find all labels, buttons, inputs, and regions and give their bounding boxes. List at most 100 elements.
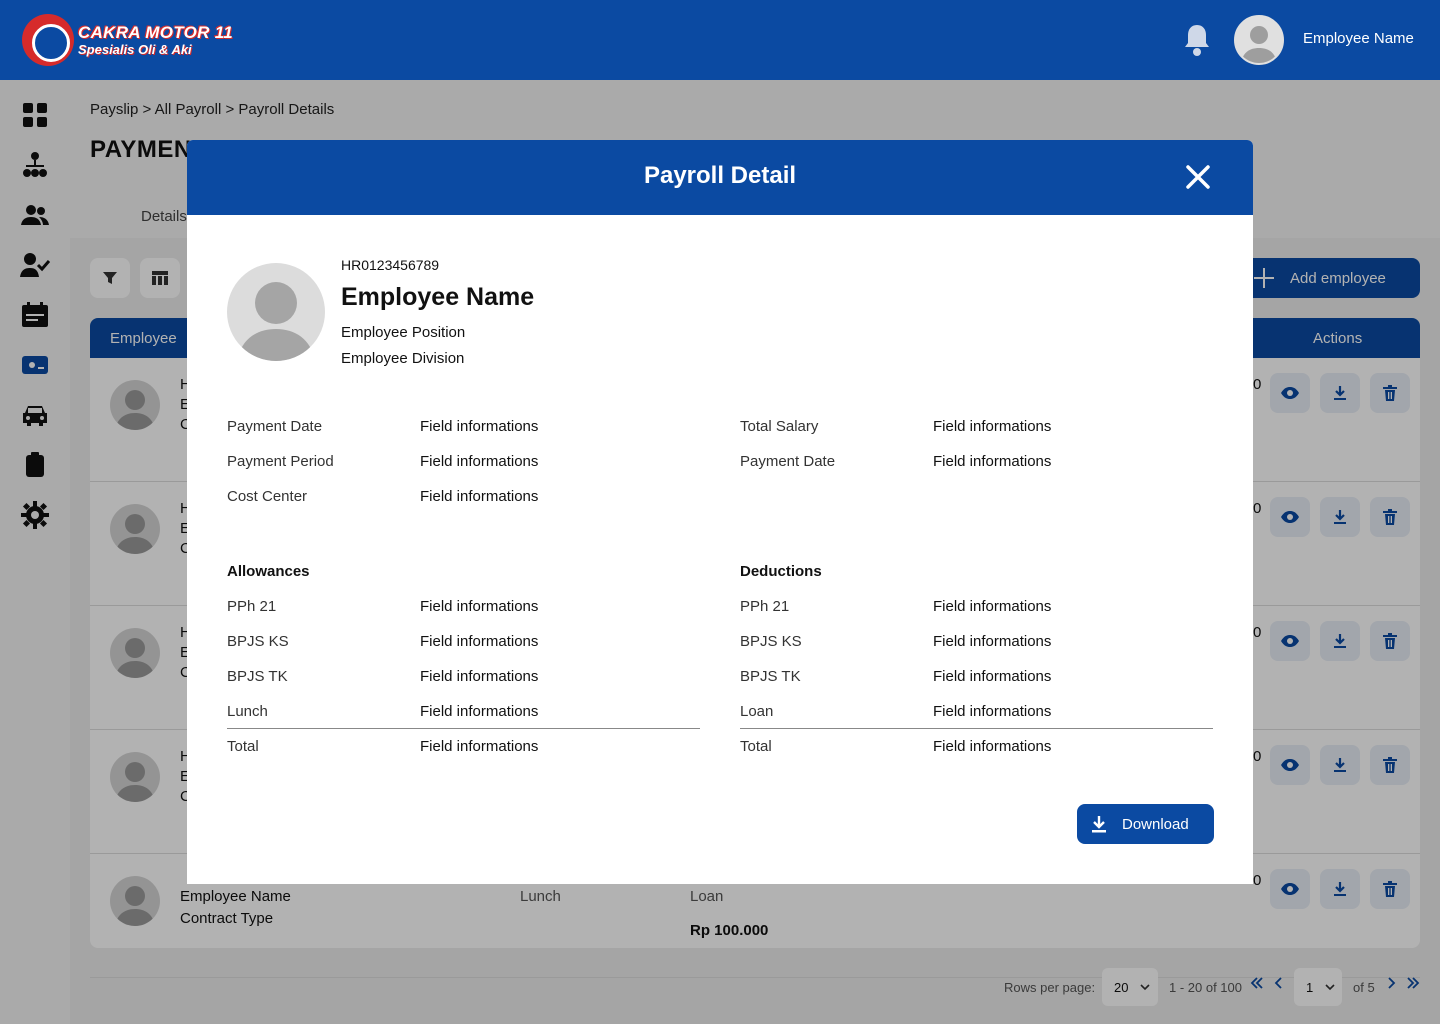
organization-icon[interactable] [20,150,50,180]
row-text: H [180,376,191,393]
delete-button[interactable] [1370,869,1410,909]
header-user-name[interactable]: Employee Name [1303,30,1414,47]
row-text: C [180,540,191,557]
user-avatar[interactable] [1234,15,1284,65]
chevron-down-icon [1140,984,1151,991]
info-value: Field informations [420,453,539,470]
row-cell: 0 [1253,500,1262,517]
column-employee[interactable]: Employee [110,330,177,347]
deduction-value: Field informations [933,633,1052,650]
brand-logo[interactable]: CAKRA MOTOR 11 Spesialis Oli & Aki [22,14,233,66]
row-cell: 0 [1253,624,1262,641]
allowance-value: Field informations [420,668,539,685]
eye-icon [1281,635,1299,647]
allowance-value: Field informations [420,703,539,720]
eye-icon [1281,759,1299,771]
employee-position: Employee Position [341,324,466,341]
row-text: H [180,748,191,765]
deduction-value: Field informations [933,668,1052,685]
settings-icon[interactable] [20,500,50,530]
deductions-total-value: Field informations [933,738,1052,755]
delete-button[interactable] [1370,373,1410,413]
download-label: Download [1122,815,1189,833]
allowances-divider [227,728,700,729]
table-row[interactable]: Employee Name Contract Type Lunch Loan Rp 10… [90,854,1420,978]
download-row-button[interactable] [1320,745,1360,785]
brand-subtitle: Spesialis Oli & Aki [78,42,192,57]
view-button[interactable] [1270,373,1310,413]
download-row-button[interactable] [1320,497,1360,537]
allowance-value: Field informations [420,598,539,615]
dashboard-icon[interactable] [20,100,50,130]
chevron-down-icon [1325,984,1335,991]
column-actions: Actions [1313,330,1363,347]
tab-details[interactable]: Details [141,208,187,225]
row-text: C [180,788,191,805]
deductions-divider [740,728,1213,729]
first-page-icon[interactable] [1250,976,1264,993]
row-avatar [110,752,160,802]
allowance-value: Field informations [420,633,539,650]
clipboard-icon[interactable] [20,450,50,480]
deduction-label: BPJS TK [740,668,801,685]
trash-icon [1383,633,1397,649]
columns-button[interactable] [140,258,180,298]
filter-icon [103,272,117,284]
delete-button[interactable] [1370,497,1410,537]
row-cell: 0 [1253,872,1262,889]
page-range: 1 - 20 of 100 [1169,980,1242,995]
payroll-icon[interactable] [20,350,50,380]
calendar-icon[interactable] [20,300,50,330]
download-row-button[interactable] [1320,869,1360,909]
download-icon [1092,816,1106,833]
page-select[interactable]: 1 [1294,968,1342,1006]
next-page-icon[interactable] [1384,976,1398,993]
close-icon[interactable] [1185,164,1211,190]
car-icon[interactable] [20,400,50,430]
delete-button[interactable] [1370,621,1410,661]
row-text: C [180,416,191,433]
table-columns-icon [152,271,168,285]
download-button[interactable]: Download [1077,804,1214,844]
prev-page-icon[interactable] [1272,976,1286,993]
row-text: H [180,624,191,641]
last-page-icon[interactable] [1406,976,1420,993]
info-label: Payment Period [227,453,334,470]
info-value: Field informations [933,418,1052,435]
user-check-icon[interactable] [20,250,50,280]
breadcrumb[interactable]: Payslip > All Payroll > Payroll Details [90,101,335,118]
row-contract-type: Contract Type [180,910,274,927]
download-icon [1334,634,1346,648]
add-employee-label: Add employee [1290,269,1386,287]
employee-division: Employee Division [341,350,465,367]
notification-bell-icon[interactable] [1180,22,1214,58]
trash-icon [1383,385,1397,401]
deduction-label: PPh 21 [740,598,790,615]
info-label: Payment Date [227,418,323,435]
download-row-button[interactable] [1320,621,1360,661]
view-button[interactable] [1270,745,1310,785]
row-loan-value: Rp 100.000 [690,922,769,939]
view-button[interactable] [1270,869,1310,909]
deduction-label: BPJS KS [740,633,802,650]
allowance-label: BPJS TK [227,668,288,685]
add-employee-button[interactable]: Add employee [1240,258,1420,298]
row-text: E [180,396,191,413]
row-cell: 0 [1253,748,1262,765]
users-icon[interactable] [20,200,50,230]
delete-button[interactable] [1370,745,1410,785]
payroll-detail-modal: Payroll Detail HR0123456789 Employee Nam… [187,140,1253,884]
row-avatar [110,628,160,678]
trash-icon [1383,757,1397,773]
view-button[interactable] [1270,621,1310,661]
eye-icon [1281,883,1299,895]
row-cell: 0 [1253,376,1262,393]
filter-button[interactable] [90,258,130,298]
rows-per-page-select[interactable]: 20 [1102,968,1158,1006]
deduction-value: Field informations [933,703,1052,720]
view-button[interactable] [1270,497,1310,537]
deductions-total-label: Total [740,738,772,755]
eye-icon [1281,511,1299,523]
download-row-button[interactable] [1320,373,1360,413]
